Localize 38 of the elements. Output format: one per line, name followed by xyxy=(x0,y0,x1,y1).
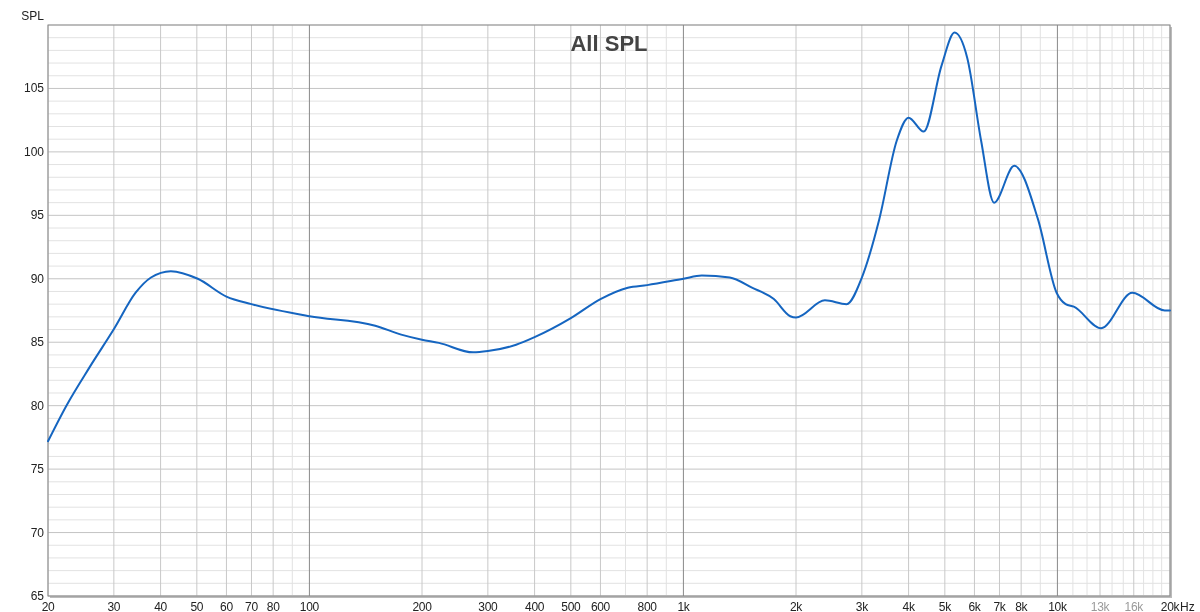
x-tick-label: 7k xyxy=(993,600,1007,612)
y-axis-title: SPL xyxy=(21,9,45,23)
chart-title: All SPL xyxy=(570,31,648,56)
x-tick-label: 80 xyxy=(266,600,281,612)
y-tick-label: 100 xyxy=(23,144,45,159)
x-tick-label: 400 xyxy=(525,600,545,612)
x-tick-label: 20 xyxy=(41,600,55,612)
y-tick-label: 65 xyxy=(30,589,45,603)
x-axis-title: Hz xyxy=(1180,600,1195,612)
x-tick-label: 70 xyxy=(245,600,259,612)
y-tick-label: 95 xyxy=(30,208,45,223)
x-tick-label: 10k xyxy=(1048,600,1068,612)
x-tick-label: 6k xyxy=(968,600,982,612)
x-tick-label: 30 xyxy=(107,600,121,612)
x-tick-label: 13k xyxy=(1090,600,1111,612)
x-tick-label: 40 xyxy=(154,600,168,612)
y-tick-label: 90 xyxy=(30,271,45,286)
x-tick-label: 5k xyxy=(938,600,953,612)
x-tick-label: 500 xyxy=(561,600,582,612)
x-tick-label: 20k xyxy=(1160,600,1181,612)
x-tick-label: 4k xyxy=(902,600,916,612)
y-tick-label: 75 xyxy=(30,462,45,477)
y-tick-label: 70 xyxy=(30,525,45,540)
x-tick-label: 100 xyxy=(299,600,320,612)
y-tick-label: 80 xyxy=(30,398,45,413)
x-tick-label: 2k xyxy=(789,600,804,612)
x-tick-label: 600 xyxy=(590,600,611,612)
x-tick-label: 8k xyxy=(1015,600,1029,612)
y-tick-label: 105 xyxy=(23,81,45,96)
x-tick-label: 50 xyxy=(190,600,204,612)
x-tick-label: 60 xyxy=(220,600,234,612)
x-tick-label: 800 xyxy=(637,600,658,612)
x-tick-label: 300 xyxy=(478,600,499,612)
x-tick-label: 200 xyxy=(412,600,433,612)
x-tick-label: 1k xyxy=(677,600,691,612)
y-tick-label: 85 xyxy=(30,335,45,350)
x-tick-label: 3k xyxy=(855,600,870,612)
x-tick-label: 16k xyxy=(1124,600,1145,612)
